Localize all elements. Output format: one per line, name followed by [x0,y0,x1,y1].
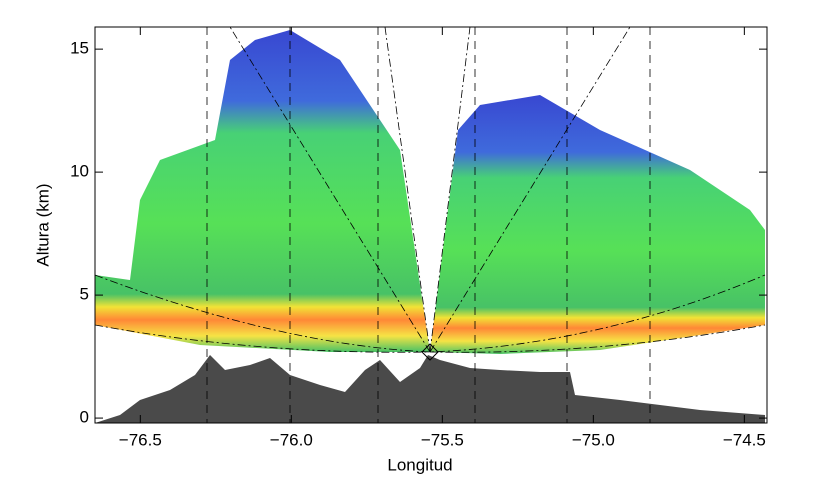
x-tick-label: −75.5 [421,430,464,449]
y-tick-label: 15 [70,39,89,58]
x-axis-label: Longitud [387,455,452,474]
x-tick-label: −76.5 [119,430,162,449]
x-tick-label: −75.0 [572,430,615,449]
y-tick-label: 0 [80,408,89,427]
terrain [95,355,765,423]
radar-field [95,30,765,354]
plot-frame [94,26,768,424]
x-tick-label: −74.5 [723,430,766,449]
x-tick-label: −76.0 [270,430,313,449]
y-tick-label: 5 [80,285,89,304]
y-axis-label: Altura (km) [33,183,52,266]
radar-geometry [94,26,766,423]
y-tick-label: 10 [70,162,89,181]
